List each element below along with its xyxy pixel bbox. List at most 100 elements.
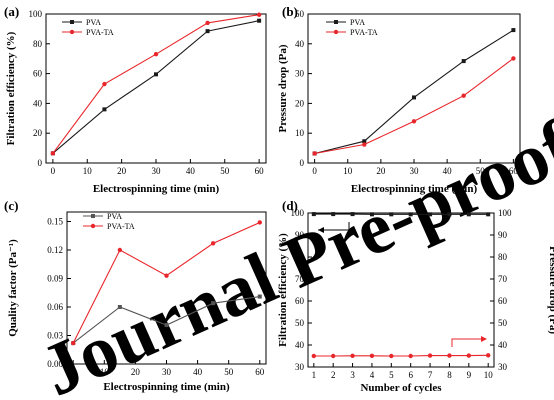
series-line-pva-ta xyxy=(52,14,260,154)
x-tick-label: 20 xyxy=(376,166,386,176)
data-point xyxy=(117,247,123,253)
panel-label: (a) xyxy=(4,4,19,19)
data-point xyxy=(408,212,413,217)
x-tick-label: 5 xyxy=(389,370,394,380)
data-point xyxy=(311,212,316,217)
data-point xyxy=(369,212,374,217)
y-tick-label: 100 xyxy=(291,208,305,218)
x-tick-label: 6 xyxy=(408,370,413,380)
data-point xyxy=(461,59,466,64)
data-point xyxy=(256,12,262,17)
data-point xyxy=(153,52,159,57)
plot-frame xyxy=(307,212,495,368)
y-axis-title: Pressure drop (Pa) xyxy=(277,44,289,132)
y-tick-label: 30 xyxy=(295,69,305,79)
data-point xyxy=(331,212,336,217)
x-tick-label: 40 xyxy=(193,367,203,377)
x-tick-label: 60 xyxy=(255,367,265,377)
data-point xyxy=(362,142,367,147)
y-right-tick-label: 70 xyxy=(498,274,508,284)
y-tick-label: 0.09 xyxy=(47,274,63,284)
x-axis-title: Electrospinning time (min) xyxy=(103,381,230,393)
x-tick-label: 40 xyxy=(443,166,453,176)
x-tick-label: 4 xyxy=(370,370,375,380)
data-point xyxy=(369,353,375,358)
legend-label: PVA xyxy=(86,18,101,27)
left-axis-arrow xyxy=(318,222,350,231)
legend-label: PVA-TA xyxy=(86,28,114,37)
data-point xyxy=(102,81,107,87)
y-tick-label: 0.03 xyxy=(47,331,63,341)
x-tick-label: 50 xyxy=(224,367,234,377)
x-tick-label: 30 xyxy=(162,367,172,377)
data-point xyxy=(210,241,216,246)
data-point xyxy=(350,212,355,217)
data-point xyxy=(389,212,394,217)
data-point xyxy=(447,212,452,217)
data-point xyxy=(330,353,336,359)
x-tick-label: 10 xyxy=(343,166,353,176)
x-tick-label: 1 xyxy=(312,370,317,380)
y-tick-label: 90 xyxy=(295,230,305,240)
data-point xyxy=(164,323,169,328)
x-axis-title: Electrospinning time (min) xyxy=(93,183,220,195)
data-point xyxy=(350,353,355,358)
plot-frame xyxy=(45,13,267,164)
y-tick-label: 0.06 xyxy=(47,302,63,312)
x-axis-title: Electrospinning time (min) xyxy=(351,183,478,195)
x-tick-label: 30 xyxy=(410,166,420,176)
y-axis-title: Filtration efficiency (%) xyxy=(5,31,17,145)
y-right-tick-label: 80 xyxy=(498,252,508,262)
left-axis-arrowhead xyxy=(318,227,324,233)
panel-d-cycle-stability: (d) 1 2 3 4 5 6 7 8 9 10 30 40 50 60 70 80 90 100 30 40 50 60 7… xyxy=(277,198,554,394)
legend-label: PVA xyxy=(350,18,365,27)
y-right-tick-label: 90 xyxy=(498,230,508,240)
y-tick-label: 0.15 xyxy=(47,217,63,227)
y-tick-label: 60 xyxy=(295,296,305,306)
x-tick-label: 10 xyxy=(100,367,110,377)
data-point xyxy=(154,72,158,77)
x-tick-label: 30 xyxy=(152,166,162,176)
legend-label: PVA-TA xyxy=(350,28,378,37)
data-point xyxy=(408,353,413,359)
data-point xyxy=(461,93,466,98)
panel-a-filtration-efficiency-vs-time: (a) 0 10 20 30 40 50 60 0 20 40 60 80 100 Electrospinn… xyxy=(4,4,267,195)
y-tick-label: 100 xyxy=(29,9,43,19)
y-tick-label: 50 xyxy=(295,318,305,328)
data-point xyxy=(389,353,394,359)
legend-marker xyxy=(70,20,74,24)
y-tick-label: 80 xyxy=(33,39,43,49)
x-tick-label: 60 xyxy=(255,166,265,176)
data-point xyxy=(205,20,210,26)
y-tick-label: 70 xyxy=(295,274,305,284)
y-tick-label: 0.00 xyxy=(47,359,63,369)
y-axis-title: Filtration efficiency (%) xyxy=(277,233,289,347)
data-point xyxy=(447,353,452,358)
x-tick-label: 50 xyxy=(220,166,230,176)
x-tick-label: 10 xyxy=(83,166,93,176)
legend-label: PVA xyxy=(107,212,122,221)
y-tick-label: 40 xyxy=(295,39,305,49)
x-tick-label: 9 xyxy=(467,370,472,380)
data-point xyxy=(211,301,216,306)
panel-label: (b) xyxy=(282,4,298,19)
data-point xyxy=(428,212,433,217)
data-point xyxy=(257,294,262,299)
y-right-tick-label: 30 xyxy=(498,362,508,372)
x-tick-label: 0 xyxy=(312,166,317,176)
x-axis-title: Number of cycles xyxy=(360,382,442,394)
y-tick-label: 50 xyxy=(295,9,305,19)
y-tick-label: 20 xyxy=(295,98,305,108)
data-point xyxy=(412,95,416,100)
data-point xyxy=(411,119,417,124)
data-point xyxy=(102,107,107,112)
data-point xyxy=(311,353,317,359)
data-point xyxy=(466,212,471,217)
watermark-layer: Journal Pre-proofs xyxy=(30,94,554,400)
data-point xyxy=(427,353,433,358)
x-tick-label: 60 xyxy=(509,166,519,176)
data-point xyxy=(50,151,56,156)
right-axis-arrow xyxy=(451,338,485,347)
x-tick-label: 8 xyxy=(447,370,452,380)
x-tick-label: 0 xyxy=(51,166,56,176)
